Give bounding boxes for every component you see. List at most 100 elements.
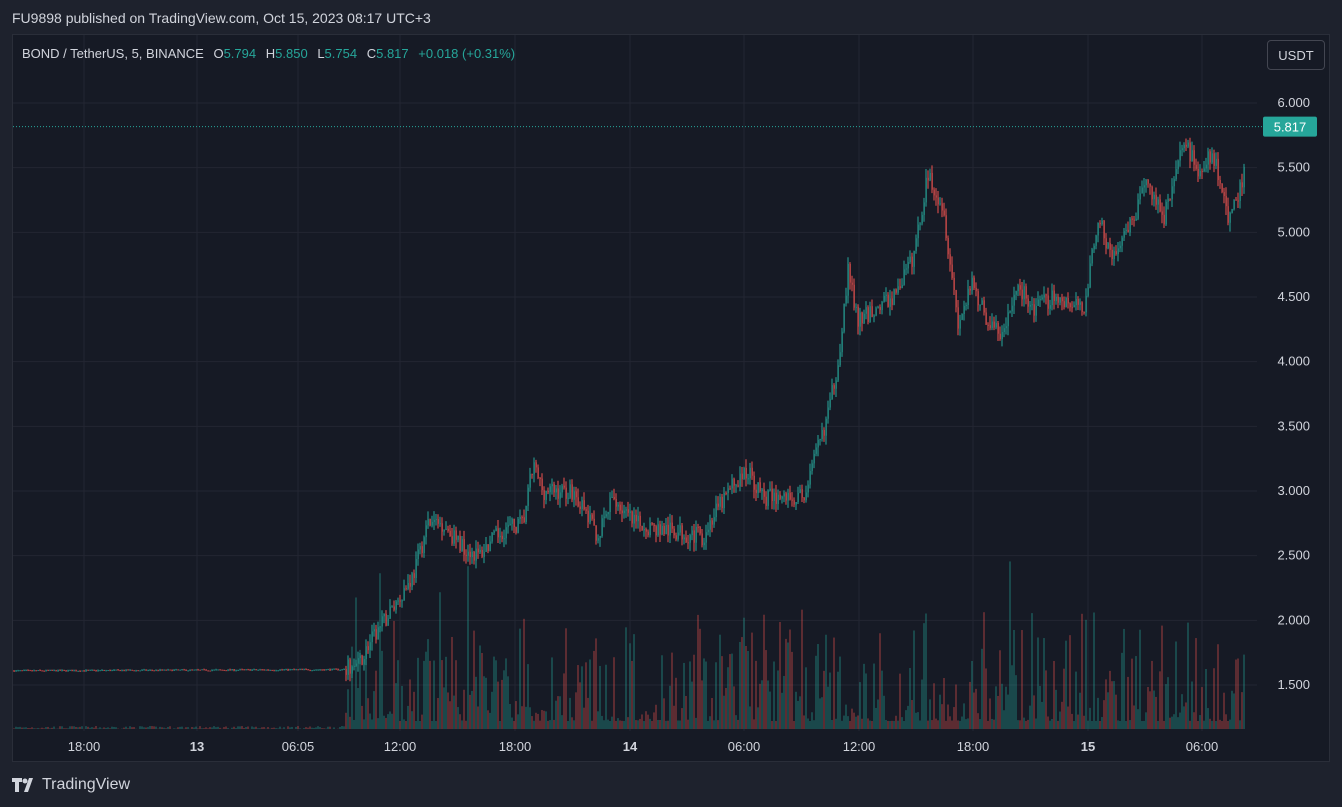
- candle-body: [603, 516, 605, 519]
- candle-body: [1153, 194, 1155, 200]
- candle-body: [555, 488, 557, 493]
- candle-body: [649, 522, 651, 536]
- candle-body: [69, 669, 71, 671]
- candle-body: [993, 321, 995, 328]
- volume-bar: [41, 727, 43, 729]
- candle-body: [801, 489, 803, 498]
- volume-bar: [163, 727, 165, 729]
- volume-bar: [273, 727, 275, 729]
- candle-body: [759, 482, 761, 491]
- candle-body: [193, 669, 195, 671]
- candle-body: [1225, 196, 1227, 207]
- candle-body: [1185, 144, 1187, 147]
- volume-bar: [1013, 629, 1015, 729]
- currency-button[interactable]: USDT: [1267, 40, 1325, 70]
- volume-bar: [483, 676, 485, 729]
- candle-body: [1241, 182, 1243, 188]
- candle-body: [1109, 243, 1111, 250]
- volume-bar: [811, 712, 813, 729]
- volume-bar: [353, 719, 355, 729]
- tradingview-brand: TradingView: [42, 776, 131, 793]
- candle-body: [893, 289, 895, 305]
- candle-body: [509, 523, 511, 525]
- volume-bar: [1175, 641, 1177, 729]
- candle-body: [175, 669, 177, 671]
- volume-bar: [61, 726, 63, 729]
- candle-body: [617, 504, 619, 507]
- chart-pane[interactable]: [12, 34, 1330, 762]
- candle-body: [515, 527, 517, 533]
- candle-body: [1035, 305, 1037, 316]
- candle-body: [167, 669, 169, 671]
- candle-body: [95, 670, 97, 672]
- volume-bar: [575, 692, 577, 729]
- candle-body: [593, 518, 595, 526]
- volume-bar: [879, 633, 881, 729]
- tradingview-logo[interactable]: TradingView: [12, 776, 130, 794]
- volume-bar: [361, 705, 363, 729]
- volume-bar: [969, 681, 971, 729]
- candle-body: [619, 504, 621, 511]
- candle-body: [889, 298, 891, 307]
- volume-bar: [1091, 720, 1093, 729]
- candle-body: [699, 526, 701, 534]
- volume-bar: [515, 701, 517, 729]
- candle-body: [393, 606, 395, 610]
- volume-bar: [697, 614, 699, 729]
- candle-body: [455, 530, 457, 540]
- candle-body: [301, 669, 303, 671]
- volume-bar: [115, 727, 117, 729]
- candle-body: [735, 485, 737, 487]
- volume-bar: [1029, 705, 1031, 729]
- candle-body: [1187, 142, 1189, 147]
- candle-body: [501, 535, 503, 539]
- volume-bar: [501, 679, 503, 729]
- volume-bar: [17, 727, 19, 729]
- candle-body: [637, 515, 639, 522]
- candle-body: [703, 542, 705, 546]
- volume-bar: [815, 655, 817, 729]
- candle-body: [741, 473, 743, 480]
- candle-body: [195, 669, 197, 671]
- volume-bar: [47, 726, 49, 729]
- volume-bar: [113, 726, 115, 729]
- volume-bar: [531, 716, 533, 729]
- candle-body: [997, 322, 999, 334]
- candle-body: [989, 325, 991, 329]
- candle-body: [71, 669, 73, 672]
- volume-bar: [295, 726, 297, 729]
- candle-body: [969, 288, 971, 291]
- volume-bar: [1127, 676, 1129, 729]
- volume-bar: [721, 656, 723, 729]
- volume-bar: [1155, 696, 1157, 729]
- candle-body: [715, 503, 717, 518]
- candle-body: [585, 509, 587, 511]
- candle-body: [297, 669, 299, 671]
- volume-bar: [647, 714, 649, 729]
- volume-bar: [855, 716, 857, 729]
- candle-body: [449, 530, 451, 537]
- candle-body: [263, 669, 265, 671]
- candle-body: [1063, 301, 1065, 308]
- candle-body: [933, 189, 935, 196]
- candle-body: [1211, 153, 1213, 163]
- volume-bar: [645, 711, 647, 729]
- candle-body: [503, 538, 505, 540]
- x-tick-label: 12:00: [384, 739, 417, 754]
- volume-bar: [497, 681, 499, 729]
- volume-bar: [223, 727, 225, 729]
- volume-bar: [495, 660, 497, 729]
- candle-body: [671, 522, 673, 529]
- candle-body: [999, 333, 1001, 340]
- candle-body: [371, 631, 373, 643]
- volume-bar: [99, 727, 101, 729]
- volume-bar: [679, 720, 681, 729]
- candle-body: [25, 670, 27, 672]
- candle-body: [1137, 199, 1139, 219]
- volume-bar: [455, 660, 457, 729]
- candle-body: [985, 312, 987, 325]
- candle-body: [1051, 290, 1053, 306]
- candle-body: [237, 669, 239, 671]
- candle-body: [1135, 218, 1137, 221]
